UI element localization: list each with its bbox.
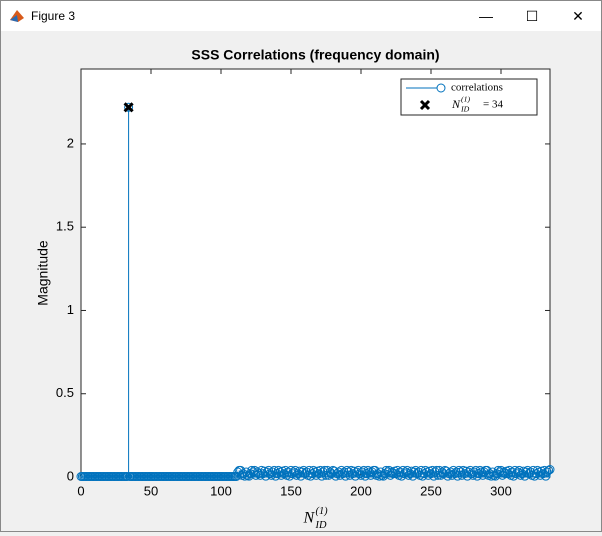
stem-marker bbox=[238, 469, 248, 479]
y-tick-label: 0 bbox=[67, 468, 74, 483]
stem-marker bbox=[283, 467, 293, 477]
stem-marker bbox=[485, 469, 495, 479]
app-icon bbox=[10, 10, 24, 22]
legend-label-base: N bbox=[451, 97, 461, 111]
x-tick-label: 0 bbox=[77, 483, 84, 498]
legend-marker bbox=[436, 83, 446, 93]
legend-label-suffix: = 34 bbox=[483, 99, 503, 111]
y-tick-label: 1 bbox=[67, 302, 74, 317]
stem-marker bbox=[507, 467, 517, 477]
stem-marker bbox=[363, 465, 373, 475]
stem-marker bbox=[545, 465, 555, 475]
window-title: Figure 3 bbox=[31, 9, 76, 23]
stem-marker bbox=[370, 465, 380, 475]
y-axis-label: Magnitude bbox=[35, 240, 51, 306]
y-tick-label: 1.5 bbox=[56, 219, 74, 234]
x-tick-label: 300 bbox=[490, 483, 512, 498]
legend-marker bbox=[419, 99, 431, 111]
y-tick-label: 2 bbox=[67, 135, 74, 150]
stem-marker bbox=[236, 465, 246, 475]
stem-marker bbox=[395, 467, 405, 477]
legend-box bbox=[400, 78, 538, 116]
legend-label-sub: ID bbox=[460, 105, 470, 114]
x-tick-label: 150 bbox=[280, 483, 302, 498]
x-tick-label: 200 bbox=[350, 483, 372, 498]
x-axis-label-sup: (1) bbox=[316, 506, 329, 517]
stem-marker bbox=[482, 465, 492, 475]
legend-label-sup: (1) bbox=[461, 94, 470, 103]
figure: SSS Correlations (frequency domain)0 50 10… bbox=[35, 47, 555, 531]
x-tick-label: 50 bbox=[144, 483, 158, 498]
chart-title: SSS Correlations (frequency domain) bbox=[191, 47, 439, 63]
x-tick-label: 250 bbox=[420, 483, 442, 498]
x-axis-label-sub: ID bbox=[315, 520, 327, 531]
stem-marker bbox=[475, 465, 485, 475]
title-bar: Figure 3 — ☐ ✕ bbox=[1, 1, 601, 31]
axes-background bbox=[80, 68, 551, 478]
peak-marker bbox=[123, 102, 134, 113]
stem-marker bbox=[373, 469, 383, 479]
stem-marker bbox=[124, 102, 134, 112]
minimize-button[interactable]: — bbox=[479, 8, 493, 24]
y-tick-label: 0.5 bbox=[56, 385, 74, 400]
legend-label: correlations bbox=[451, 82, 503, 94]
x-tick-label: 100 bbox=[210, 483, 232, 498]
stem-marker bbox=[544, 465, 554, 475]
x-axis-label-base: N bbox=[303, 510, 316, 527]
stem-marker bbox=[542, 467, 552, 477]
close-button[interactable]: ✕ bbox=[572, 8, 584, 24]
maximize-button[interactable]: ☐ bbox=[525, 8, 539, 24]
